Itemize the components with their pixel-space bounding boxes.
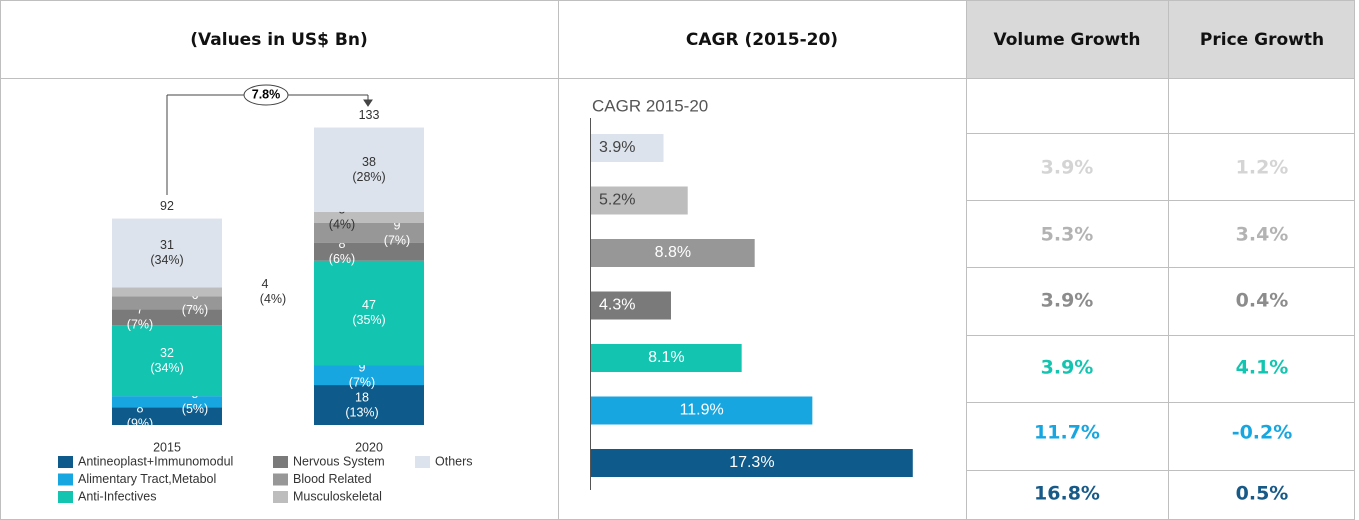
x-tick-label: 2015 — [153, 440, 181, 454]
total-label: 133 — [359, 108, 380, 122]
growth-bracket — [166, 84, 373, 195]
share-label: (4%) — [260, 292, 286, 306]
legend-label: Anti-Infectives — [78, 489, 157, 503]
bar-segment — [112, 296, 222, 310]
data-label: 9 — [394, 218, 401, 232]
legend-swatch — [273, 456, 288, 468]
bar-segment — [112, 309, 222, 326]
bar-segment — [314, 385, 424, 425]
table-cell: 5.3% — [1041, 224, 1094, 246]
data-label: 3.9% — [599, 139, 635, 156]
table-cell: 3.9% — [1041, 157, 1094, 179]
bar-segment — [314, 222, 424, 243]
share-label: (7%) — [182, 303, 208, 317]
share-label: (6%) — [329, 252, 355, 266]
data-label: 17.3% — [729, 454, 774, 471]
bar-segment — [314, 242, 424, 261]
x-tick-label: 2020 — [355, 440, 383, 454]
table-cell: 3.9% — [1041, 290, 1094, 312]
bar-segment — [314, 127, 424, 212]
data-label: 5.2% — [599, 192, 635, 209]
legend-label: Alimentary Tract,Metabol — [78, 472, 216, 486]
data-label: 8.8% — [655, 244, 691, 261]
bar-segment — [112, 396, 222, 408]
data-label: 9 — [359, 360, 366, 374]
share-label: (5%) — [182, 402, 208, 416]
legend-swatch — [58, 491, 73, 503]
share-label: (9%) — [127, 416, 153, 430]
data-label: 31 — [160, 238, 174, 252]
header-shade — [966, 0, 1355, 79]
bar — [591, 344, 742, 372]
legend-swatch — [273, 491, 288, 503]
data-label: 32 — [160, 346, 174, 360]
bar-segment — [112, 287, 222, 297]
table-cell: 0.5% — [1236, 483, 1289, 505]
data-label: 8 — [137, 401, 144, 415]
column-header: Price Growth — [1200, 30, 1324, 50]
legend-swatch — [58, 473, 73, 486]
share-label: (13%) — [345, 405, 378, 419]
legend-swatch — [273, 473, 288, 486]
table-cell: 11.7% — [1034, 422, 1100, 444]
data-label: 18 — [355, 390, 369, 404]
legend-label: Blood Related — [293, 472, 372, 486]
share-label: (4%) — [329, 218, 355, 232]
bar-segment — [112, 218, 222, 288]
legend-swatch — [415, 456, 430, 468]
data-label: 47 — [362, 298, 376, 312]
column-header: Volume Growth — [994, 30, 1141, 50]
legend-label: Nervous System — [293, 454, 385, 468]
growth-annotation: 7.8% — [252, 87, 281, 101]
bar — [591, 134, 664, 162]
table-cell: 16.8% — [1034, 483, 1100, 505]
share-label: (28%) — [352, 170, 385, 184]
bar-segment — [314, 365, 424, 386]
bar-segment — [314, 260, 424, 366]
bar-segment — [112, 325, 222, 397]
table-cell: 3.9% — [1041, 357, 1094, 379]
share-label: (34%) — [150, 253, 183, 267]
column-header: CAGR (2015-20) — [686, 30, 838, 50]
table-cell: 1.2% — [1236, 157, 1289, 179]
bar-segment — [112, 407, 222, 425]
data-label: 11.9% — [680, 402, 724, 419]
legend-label: Musculoskeletal — [293, 489, 382, 503]
bar-segment — [314, 211, 424, 223]
column-header: (Values in US$ Bn) — [190, 30, 367, 50]
legend-swatch — [58, 456, 73, 468]
data-label: 38 — [362, 155, 376, 169]
data-label: 4 — [262, 277, 269, 291]
bar — [591, 239, 755, 267]
data-label: 8 — [339, 237, 346, 251]
table-cell: 4.1% — [1236, 357, 1289, 379]
share-label: (7%) — [349, 375, 375, 389]
data-label: 8.1% — [648, 349, 684, 366]
bar — [591, 291, 671, 320]
share-label: (34%) — [150, 361, 183, 375]
total-label: 92 — [160, 199, 174, 213]
bar — [591, 449, 913, 477]
bar — [591, 396, 813, 425]
chart-title: CAGR 2015-20 — [592, 96, 708, 115]
data-label: 4.3% — [599, 297, 635, 314]
share-label: (35%) — [352, 313, 385, 327]
legend-label: Others — [435, 454, 473, 468]
share-label: (7%) — [127, 318, 153, 332]
table-cell: 0.4% — [1236, 290, 1289, 312]
bar — [591, 186, 688, 215]
table-cell: -0.2% — [1232, 422, 1293, 444]
legend-label: Antineoplast+Immunomodul — [78, 454, 233, 468]
table-cell: 3.4% — [1236, 224, 1289, 246]
share-label: (7%) — [384, 233, 410, 247]
data-label: 7 — [137, 303, 144, 317]
